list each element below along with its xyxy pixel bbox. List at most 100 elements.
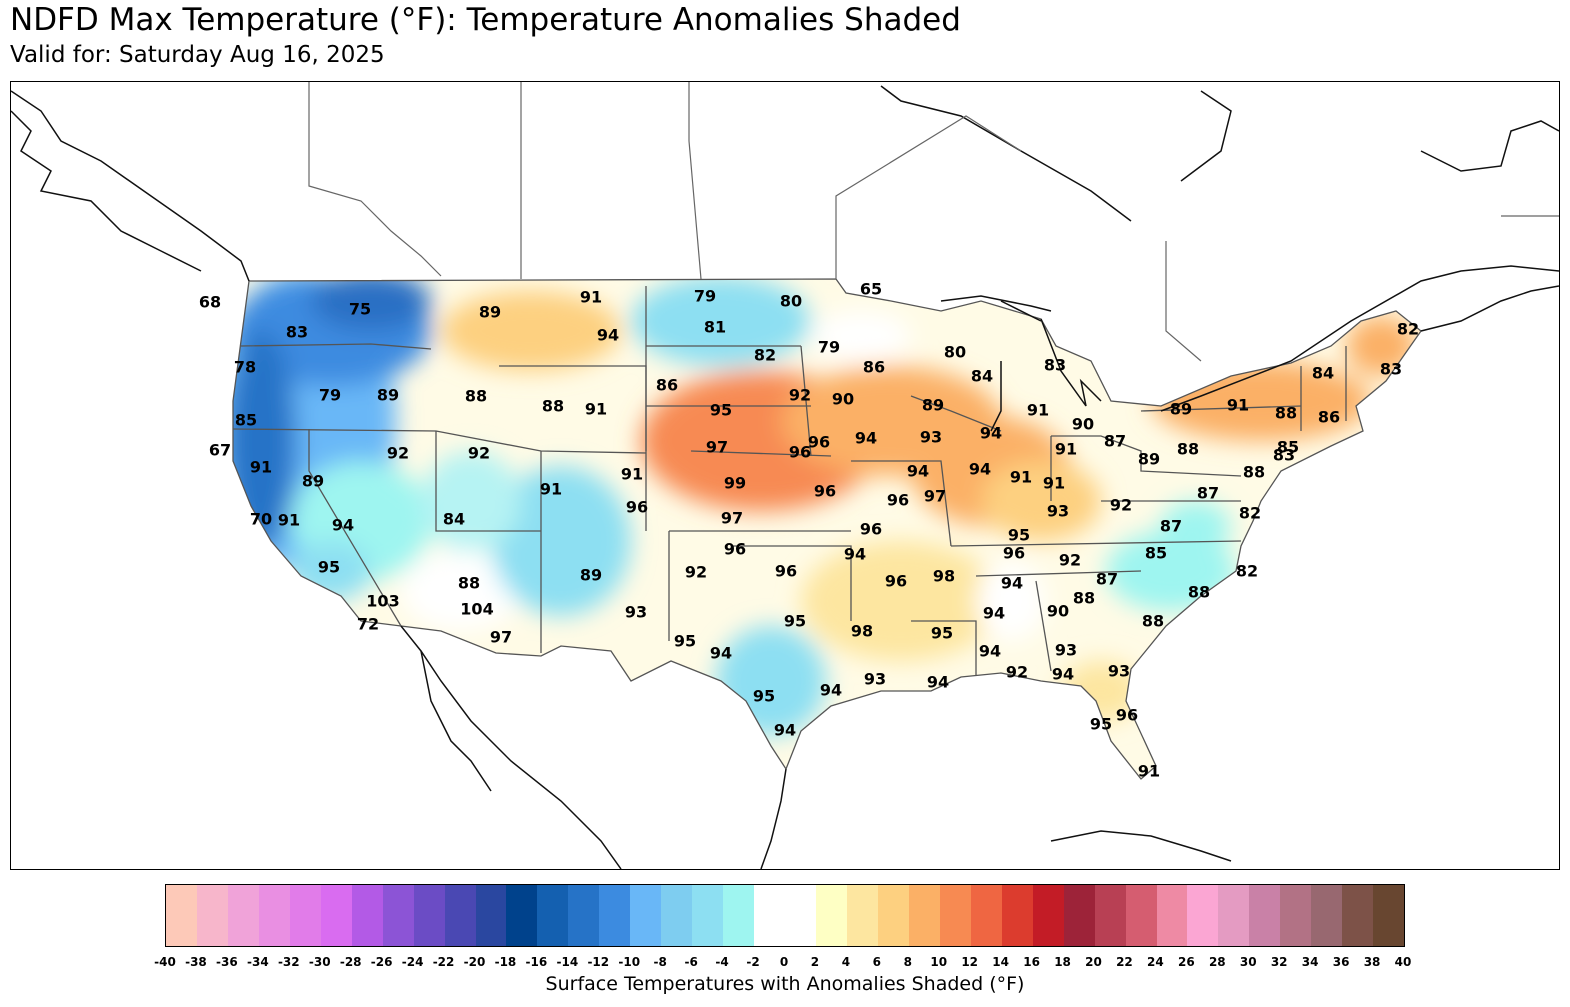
temperature-value: 84: [970, 366, 994, 386]
colorbar-swatch: [939, 885, 971, 946]
colorbar-ticks: -40 -38 -36 -34 -32 -30 -28 -26 -24 -22 -20 -18 -16-…: [154, 955, 1411, 971]
colorbar-tick-label: -20: [463, 955, 486, 969]
temperature-value: 91: [1054, 439, 1078, 459]
colorbar-swatch: [382, 885, 414, 946]
colorbar-tick-label: -40: [154, 955, 176, 969]
temperature-value: 91: [1009, 467, 1033, 487]
colorbar-swatch: [816, 885, 847, 946]
temperature-value: 94: [843, 544, 867, 564]
temperature-value: 96: [886, 490, 910, 510]
colorbar-tick-label: 20: [1085, 955, 1102, 969]
temperature-value: 92: [386, 443, 410, 463]
temperature-value: 79: [693, 286, 717, 306]
colorbar-swatch: [289, 885, 321, 946]
temperature-value: 96: [807, 432, 831, 452]
temperature-value: 67: [208, 440, 232, 460]
colorbar-tick-label: 26: [1177, 955, 1195, 969]
colorbar-swatch: [227, 885, 259, 946]
temperature-value: 98: [850, 621, 874, 641]
temperature-value: 91: [584, 399, 608, 419]
colorbar-tick-label: 34: [1301, 955, 1319, 969]
colorbar-tick-label: 32: [1270, 955, 1288, 969]
temperature-value: 84: [442, 509, 466, 529]
temperature-value: 104: [460, 599, 494, 619]
temperature-value: 89: [1169, 399, 1193, 419]
temperature-value: 94: [819, 680, 843, 700]
colorbar-tick-label: -18: [494, 955, 517, 969]
temperature-value: 87: [1095, 569, 1119, 589]
colorbar-tick-label: -34: [247, 955, 269, 969]
temperature-value: 94: [978, 641, 1002, 661]
temperature-value: 92: [467, 443, 491, 463]
temperature-value: 88: [1176, 439, 1200, 459]
temperature-value: 81: [703, 317, 727, 337]
temperature-value: 94: [773, 720, 797, 740]
temperature-value: 96: [723, 539, 747, 559]
colorbar-tick-label: -4: [715, 955, 729, 969]
temperature-value: 95: [709, 400, 733, 420]
colorbar-tick-label: 28: [1208, 955, 1226, 969]
temperature-value: 83: [1043, 355, 1067, 375]
colorbar-swatch: [258, 885, 290, 946]
temperature-value: 79: [318, 385, 342, 405]
temperature-value: 97: [720, 508, 744, 528]
temperature-value: 88: [464, 386, 488, 406]
temperature-value: 78: [233, 357, 257, 377]
temperature-value: 97: [923, 486, 947, 506]
colorbar-swatch: [475, 885, 507, 946]
colorbar-swatch: [661, 885, 693, 946]
temperature-value: 82: [1235, 561, 1259, 581]
temperature-value: 93: [1054, 640, 1078, 660]
colorbar-swatch: [1125, 885, 1157, 946]
temperature-value: 90: [831, 389, 855, 409]
colorbar-tick-label: 40: [1394, 955, 1412, 969]
colorbar-swatch: [444, 885, 476, 946]
temperature-value: 96: [1002, 543, 1026, 563]
colorbar-tick-label: -30: [308, 955, 331, 969]
colorbar-tick-label: 30: [1239, 955, 1257, 969]
colorbar-swatch: [1218, 885, 1250, 946]
temperature-value: 86: [862, 357, 886, 377]
temperature-value: 91: [1226, 395, 1250, 415]
us-temperature-map: [11, 82, 1559, 869]
temperature-value: 91: [579, 287, 603, 307]
temperature-value: 92: [788, 385, 812, 405]
temperature-value: 97: [705, 437, 729, 457]
temperature-value: 89: [376, 385, 400, 405]
temperature-value: 94: [968, 459, 992, 479]
temperature-value: 95: [783, 611, 807, 631]
map-panel: 68 75 83 78 79 89 85 67 91 89 92 70 91 94 95 103 72 89 91 9…: [10, 81, 1560, 870]
colorbar-swatch: [630, 885, 662, 946]
colorbar-tick-label: 12: [961, 955, 979, 969]
temperature-value: 96: [884, 571, 908, 591]
colorbar-swatch: [846, 885, 878, 946]
temperature-value: 94: [979, 423, 1003, 443]
temperature-value: 93: [1107, 661, 1131, 681]
colorbar-tick-label: -22: [432, 955, 455, 969]
colorbar-swatch: [413, 885, 445, 946]
temperature-value: 88: [1242, 462, 1266, 482]
temperature-value: 89: [478, 302, 502, 322]
temperature-value: 80: [779, 291, 803, 311]
colorbar-tick-label: -24: [401, 955, 424, 969]
temperature-value: 92: [1005, 662, 1029, 682]
temperature-value: 87: [1159, 516, 1183, 536]
temperature-value: 91: [620, 464, 644, 484]
temperature-value: 99: [723, 473, 747, 493]
colorbar-tick-label: -12: [587, 955, 610, 969]
colorbar-swatch: [1001, 885, 1033, 946]
colorbar-swatch: [1280, 885, 1312, 946]
temperature-value: 94: [854, 428, 878, 448]
temperature-value: 97: [489, 627, 513, 647]
colorbar-swatch: [351, 885, 383, 946]
temperature-value: 82: [753, 345, 777, 365]
temperature-value: 94: [926, 672, 950, 692]
temperature-value: 96: [1115, 705, 1139, 725]
temperature-value: 95: [752, 686, 776, 706]
temperature-value: 96: [859, 519, 883, 539]
temperature-value: 88: [1141, 611, 1165, 631]
temperature-value: 91: [1137, 761, 1161, 781]
temperature-value: 85: [234, 410, 258, 430]
colorbar-swatch: [599, 885, 631, 946]
coastline: [11, 85, 1559, 869]
